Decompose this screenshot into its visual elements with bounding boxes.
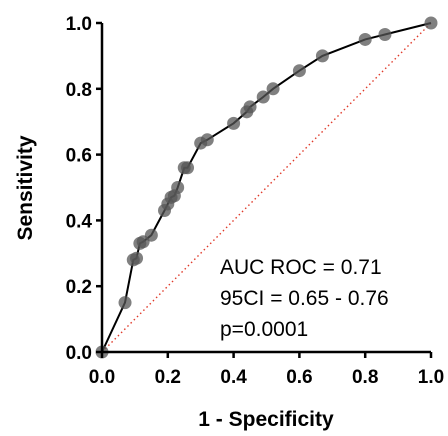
x-tick-label: 0.4	[220, 367, 247, 388]
x-ticks: 0.0 0.2 0.4 0.6 0.8 1.0	[89, 352, 444, 388]
roc-point	[292, 64, 306, 78]
x-tick-label: 1.0	[418, 367, 444, 388]
x-axis: 0.0 0.2 0.4 0.6 0.8 1.0	[89, 350, 444, 388]
roc-point	[256, 90, 270, 104]
roc-point	[378, 28, 392, 42]
y-tick-label: 0.2	[66, 277, 92, 298]
y-ticks: 0.0 0.2 0.4 0.6 0.8 1.0	[66, 14, 102, 364]
x-tick-label: 0.6	[286, 367, 312, 388]
roc-point	[200, 133, 214, 147]
roc-point	[358, 32, 372, 46]
annotation-ci: 95CI = 0.65 - 0.76	[220, 287, 389, 310]
x-axis-title: 1 - Specificity	[198, 408, 334, 431]
roc-point	[424, 16, 438, 30]
y-tick-label: 0.6	[66, 146, 92, 167]
roc-point	[118, 296, 132, 310]
y-tick-label: 0.0	[66, 343, 92, 364]
roc-point	[243, 100, 257, 114]
plot-area	[95, 16, 438, 359]
x-tick-label: 0.2	[155, 367, 181, 388]
annotation-auc: AUC ROC = 0.71	[220, 256, 382, 279]
roc-point	[266, 82, 280, 96]
roc-point	[227, 116, 241, 130]
roc-point	[315, 49, 329, 63]
data-markers	[95, 16, 438, 359]
y-tick-label: 1.0	[66, 14, 92, 35]
y-tick-label: 0.8	[66, 80, 92, 101]
stats-annotation: AUC ROC = 0.71 95CI = 0.65 - 0.76 p=0.00…	[220, 256, 389, 341]
x-tick-label: 0.8	[352, 367, 378, 388]
y-axis: 0.0 0.2 0.4 0.6 0.8 1.0	[66, 14, 104, 364]
y-tick-label: 0.4	[66, 211, 93, 232]
y-axis-title: Sensitivity	[14, 135, 37, 240]
roc-point	[171, 181, 185, 194]
annotation-p-value: p=0.0001	[220, 318, 308, 341]
reference-diagonal	[101, 22, 432, 353]
roc-point	[130, 251, 144, 265]
roc-point	[181, 161, 195, 175]
roc-point	[144, 228, 158, 242]
x-tick-label: 0.0	[89, 367, 115, 388]
